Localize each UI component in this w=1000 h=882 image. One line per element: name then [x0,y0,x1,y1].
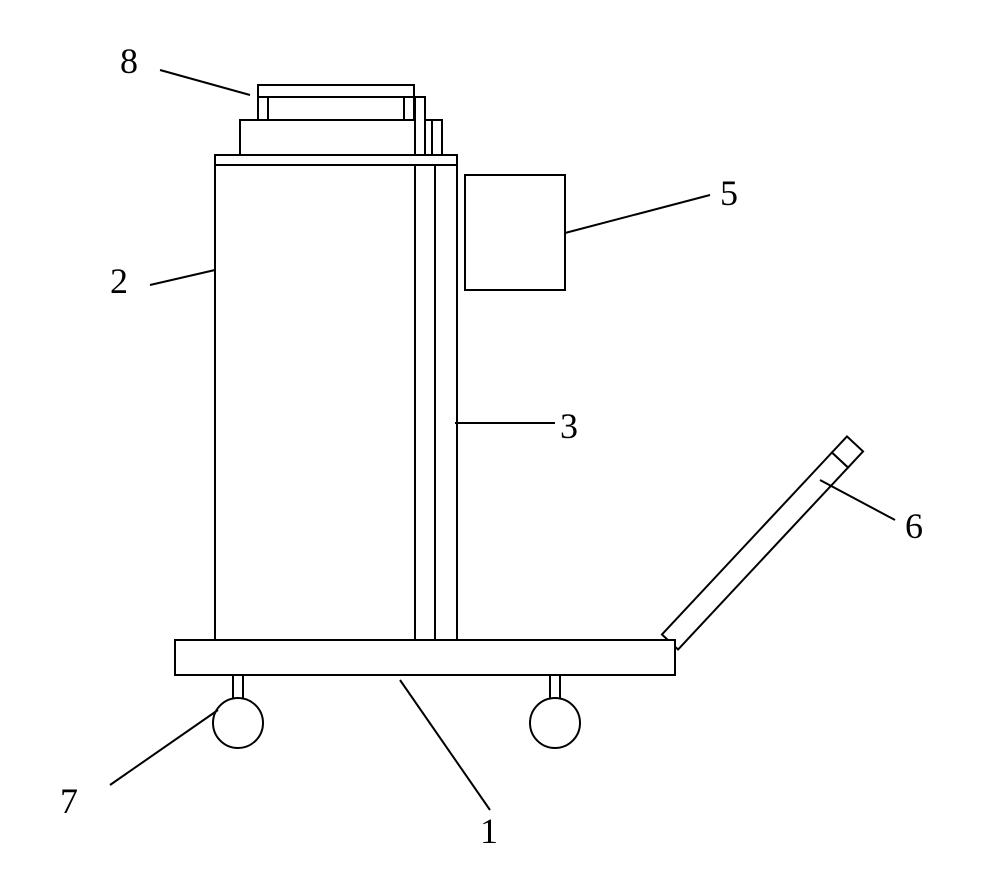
leader-7 [110,710,218,785]
leader-5 [565,195,710,233]
tele-stage1-band [240,120,432,155]
top-riser-right [404,97,414,120]
callout-label-8: 8 [120,40,138,82]
top-riser-left [258,97,268,120]
leader-1 [400,680,490,810]
leader-2 [150,270,215,285]
handle-bar [662,452,848,649]
side-box [465,175,565,290]
callout-label-7: 7 [60,780,78,822]
leader-8 [160,70,250,95]
wheel-left [213,698,263,748]
callout-label-3: 3 [560,405,578,447]
diagram-canvas [0,0,1000,882]
callout-label-2: 2 [110,260,128,302]
top-plate [258,85,414,97]
leader-6 [820,480,895,520]
top-riser-mid [415,97,425,155]
callout-label-5: 5 [720,172,738,214]
wheel-right [530,698,580,748]
thin-column [435,165,457,640]
callout-label-1: 1 [480,810,498,852]
base-plate [175,640,675,675]
callout-label-6: 6 [905,505,923,547]
main-body [215,165,415,640]
body-top-band [215,155,457,165]
tele-stage1-col-right [432,120,442,155]
